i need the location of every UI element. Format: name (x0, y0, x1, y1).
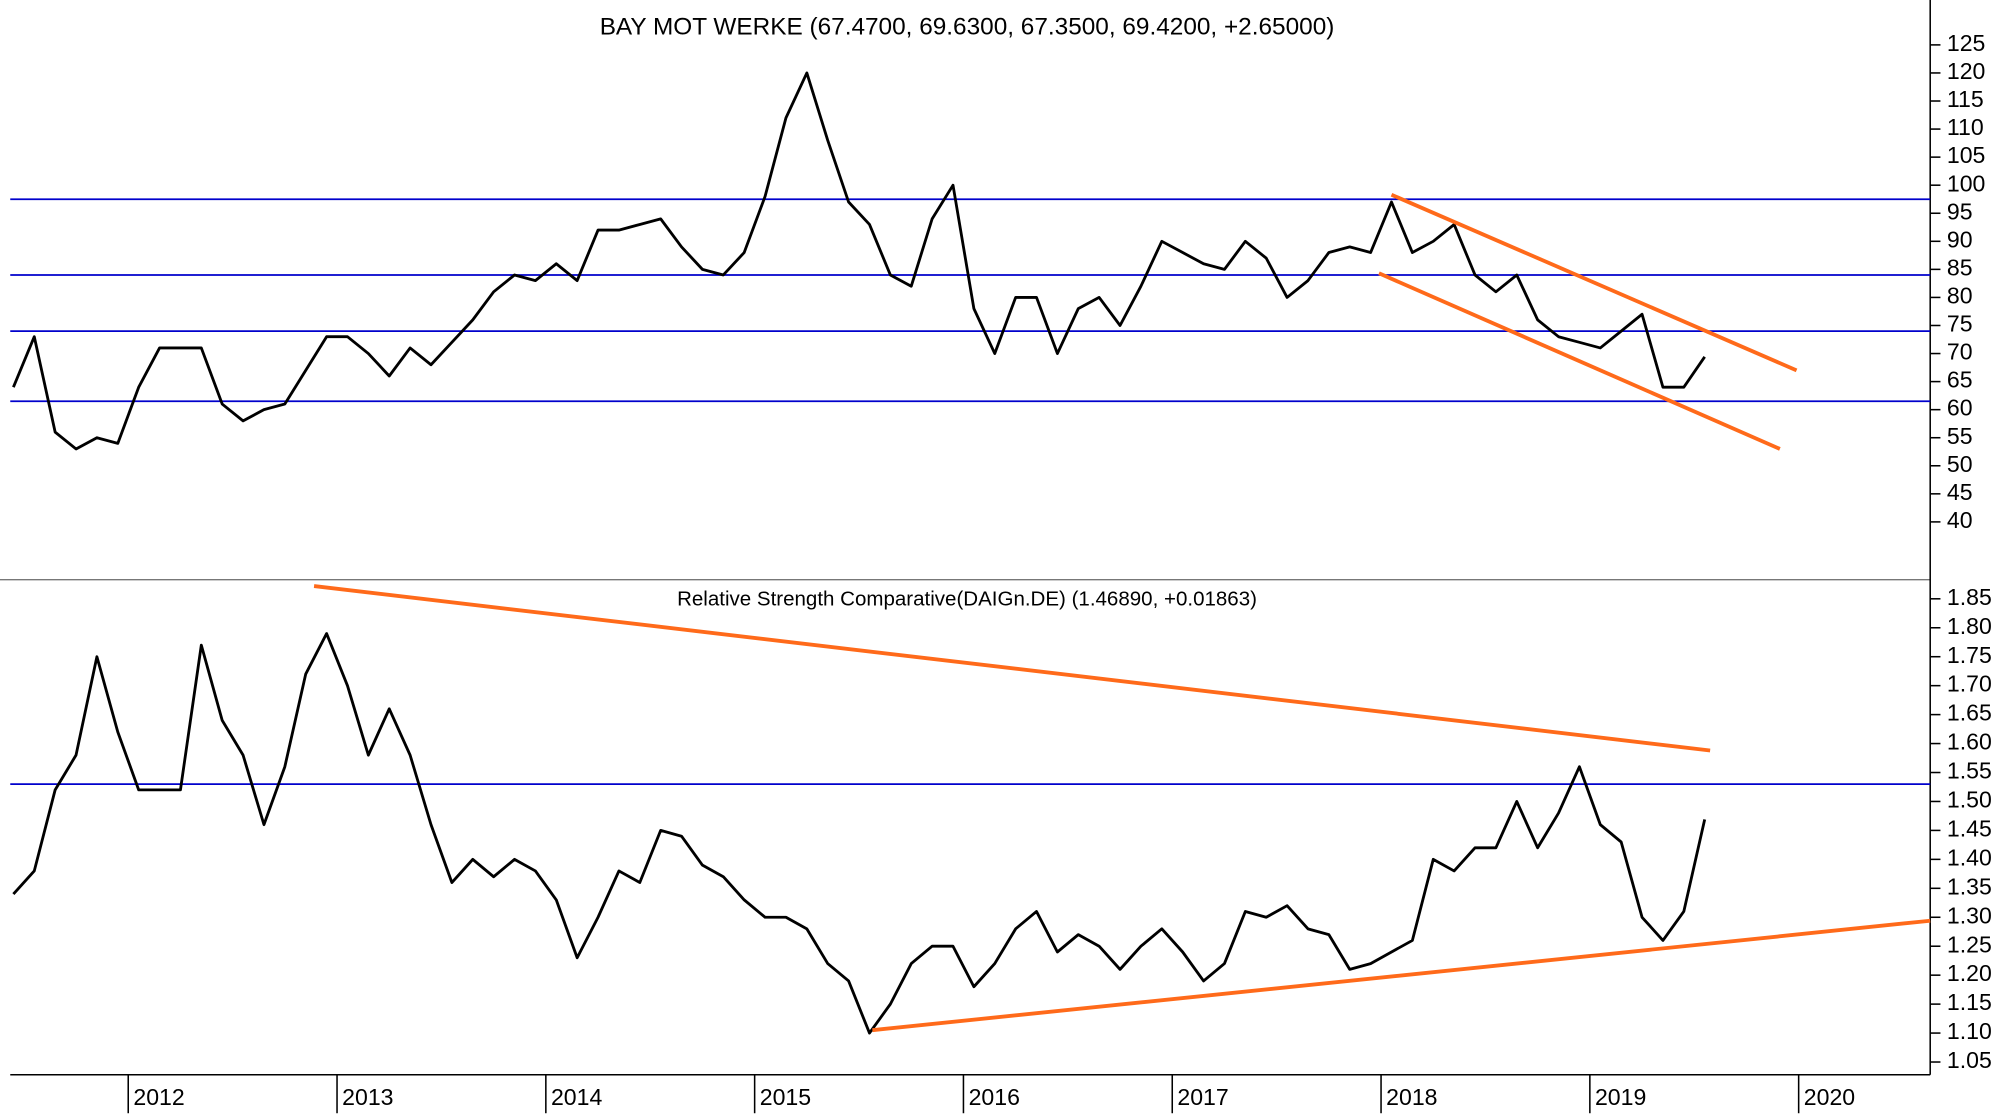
y-tick-label: 115 (1947, 86, 1984, 112)
y-tick-label: 90 (1947, 226, 1973, 252)
y-tick-label: 40 (1947, 507, 1973, 533)
trend-line (313, 584, 1711, 753)
y-tick-label: 75 (1947, 311, 1973, 337)
y-tick-label: 1.55 (1947, 758, 1992, 784)
y-tick-label: 45 (1947, 479, 1973, 505)
panel-title: Relative Strength Comparative(DAIGn.DE) … (677, 588, 1257, 611)
y-tick-label: 100 (1947, 170, 1986, 196)
y-tick-label: 1.30 (1947, 902, 1992, 928)
y-tick-label: 1.65 (1947, 700, 1992, 726)
x-tick-label: 2013 (342, 1084, 393, 1110)
trend-line (1390, 192, 1798, 373)
y-tick-label: 105 (1947, 142, 1986, 168)
y-tick-label: 110 (1947, 114, 1984, 140)
x-tick-label: 2017 (1177, 1084, 1228, 1110)
y-tick-label: 1.15 (1947, 989, 1992, 1015)
trend-line (1378, 271, 1781, 451)
x-tick-label: 2020 (1804, 1084, 1855, 1110)
y-tick-label: 1.50 (1947, 787, 1992, 813)
y-tick-label: 1.70 (1947, 671, 1992, 697)
trend-line (872, 918, 1931, 1033)
y-tick-label: 120 (1947, 58, 1986, 84)
y-tick-label: 1.35 (1947, 873, 1992, 899)
y-tick-label: 95 (1947, 198, 1973, 224)
x-tick-label: 2015 (760, 1084, 811, 1110)
y-tick-label: 1.85 (1947, 584, 1992, 610)
x-tick-label: 2012 (133, 1084, 184, 1110)
price-line (12, 71, 1706, 451)
x-tick-label: 2019 (1595, 1084, 1646, 1110)
x-tick-label: 2016 (969, 1084, 1020, 1110)
chart-title: BAY MOT WERKE (67.4700, 69.6300, 67.3500… (600, 14, 1335, 41)
y-tick-label: 80 (1947, 283, 1973, 309)
y-tick-label: 85 (1947, 254, 1973, 280)
x-tick-label: 2018 (1386, 1084, 1437, 1110)
y-tick-label: 50 (1947, 451, 1973, 477)
price-line (12, 632, 1707, 1035)
y-tick-label: 1.10 (1947, 1018, 1992, 1044)
y-tick-label: 1.40 (1947, 844, 1992, 870)
x-tick-label: 2014 (551, 1084, 603, 1110)
y-tick-label: 60 (1947, 395, 1973, 421)
y-tick-label: 1.05 (1947, 1047, 1992, 1073)
y-tick-label: 70 (1947, 339, 1973, 365)
y-tick-label: 1.20 (1947, 960, 1992, 986)
y-tick-label: 1.45 (1947, 816, 1992, 842)
y-tick-label: 1.80 (1947, 613, 1992, 639)
y-tick-label: 65 (1947, 367, 1973, 393)
y-tick-label: 55 (1947, 423, 1973, 449)
y-tick-label: 1.25 (1947, 931, 1992, 957)
y-tick-label: 1.60 (1947, 729, 1992, 755)
y-tick-label: 1.75 (1947, 642, 1992, 668)
y-tick-label: 125 (1947, 30, 1986, 56)
